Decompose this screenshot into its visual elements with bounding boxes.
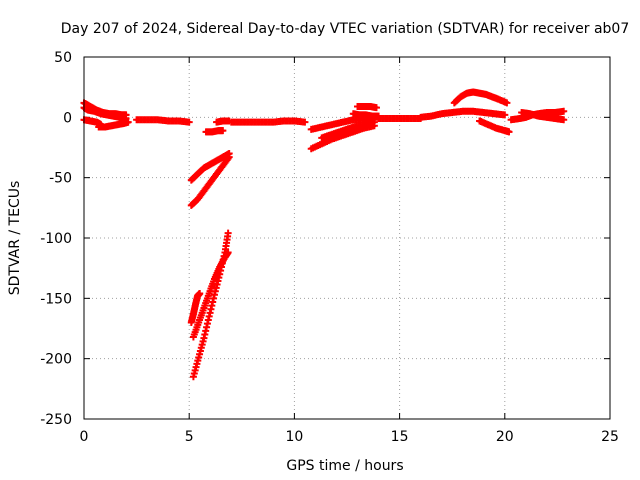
y-tick-label: 0 <box>63 110 72 126</box>
y-tick-label: -100 <box>40 231 72 247</box>
data-series <box>213 117 233 126</box>
y-axis-label: SDTVAR / TECUs <box>7 181 23 296</box>
data-point <box>225 153 233 161</box>
x-tick-label: 25 <box>601 429 619 445</box>
data-point <box>224 248 232 256</box>
data-series <box>189 248 232 341</box>
data-points <box>80 88 568 381</box>
data-point <box>505 128 513 136</box>
y-tick-label: 50 <box>54 50 72 66</box>
chart-title: Day 207 of 2024, Sidereal Day-to-day VTE… <box>61 21 630 37</box>
data-point <box>503 99 511 107</box>
data-series <box>80 104 130 123</box>
y-tick-label: -50 <box>49 171 72 187</box>
x-tick-label: 5 <box>185 429 194 445</box>
x-tick-label: 20 <box>496 429 514 445</box>
data-series <box>450 88 511 107</box>
x-tick-label: 15 <box>391 429 409 445</box>
data-series <box>518 109 568 124</box>
data-point <box>185 118 193 126</box>
data-series <box>202 127 227 136</box>
y-tick-label: -200 <box>40 352 72 368</box>
data-series <box>133 116 193 126</box>
data-point <box>501 111 509 119</box>
data-point <box>196 290 204 298</box>
data-series <box>476 117 513 136</box>
data-series <box>375 115 425 123</box>
data-series <box>318 118 378 142</box>
data-point <box>370 118 378 126</box>
data-series <box>187 290 204 326</box>
data-series <box>417 107 509 121</box>
y-tick-label: -250 <box>40 412 72 428</box>
x-tick-label: 10 <box>285 429 303 445</box>
data-series <box>307 116 378 133</box>
y-tick-label: -150 <box>40 291 72 307</box>
data-point <box>224 229 232 237</box>
data-series <box>354 102 380 112</box>
data-series <box>227 117 309 126</box>
data-series <box>187 153 233 209</box>
data-point <box>301 118 309 126</box>
plot-frame <box>83 56 611 420</box>
data-series <box>95 118 132 131</box>
data-point <box>560 107 568 115</box>
x-tick-label: 0 <box>80 429 89 445</box>
data-point <box>219 127 227 135</box>
data-point <box>124 118 132 126</box>
x-axis-label: GPS time / hours <box>286 458 403 474</box>
data-point <box>560 116 568 124</box>
data-point <box>372 104 380 112</box>
data-series <box>189 229 232 381</box>
